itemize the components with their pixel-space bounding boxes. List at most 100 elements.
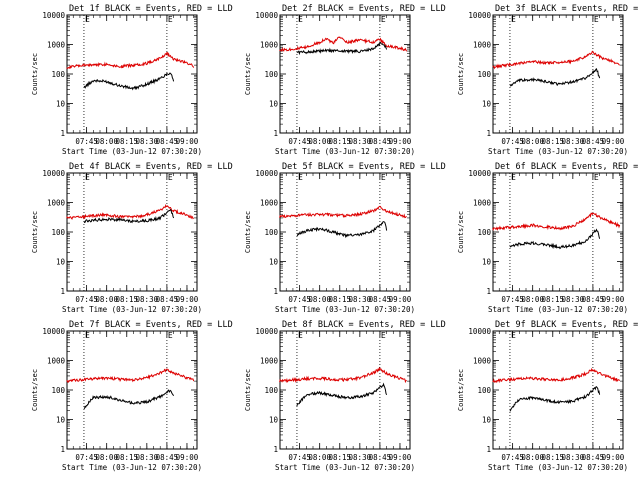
y-tick-label: 10000 [468,11,491,20]
time-marker-label: E [381,331,386,340]
x-tick-label: 09:00 [602,453,625,462]
plot-frame [66,172,198,292]
x-tick-label: 07:45 [288,453,311,462]
x-tick-label: 08:15 [541,295,564,304]
x-tick-label: 08:00 [521,453,544,462]
time-marker-label: E [381,15,386,24]
x-tick-label: 08:45 [582,295,605,304]
y-axis-label: Counts/sec [244,369,252,411]
series-line-events [509,68,601,87]
y-tick-label: 10000 [42,169,65,178]
time-marker-label: E [298,15,303,24]
x-tick-label: 08:15 [328,295,351,304]
y-axis-label: Counts/sec [31,53,39,95]
x-tick-label: 07:45 [75,295,98,304]
panel-title: Det 5f BLACK = Events, RED = LLD [282,162,446,172]
plot-frame [279,172,411,292]
panel-title: Det 1f BLACK = Events, RED = LLD [69,4,233,14]
panel-det-7f: Det 7f BLACK = Events, RED = LLD 1 10 100 10… [31,320,233,472]
time-marker-label: E [594,15,599,24]
y-axis-label: Counts/sec [31,369,39,411]
y-tick-label: 100 [51,386,65,395]
x-tick-label: 09:00 [176,295,199,304]
y-tick-label: 100 [477,228,491,237]
y-tick-label: 1 [60,287,65,296]
panel-title: Det 7f BLACK = Events, RED = LLD [69,320,233,330]
x-tick-label: 08:45 [369,453,392,462]
x-axis-label: Start Time (03-Jun-12 07:30:20) [488,305,628,314]
plot-frame [492,330,624,450]
time-marker-label: E [298,331,303,340]
panel-det-6f: Det 6f BLACK = Events, RED = LLD 1 10 100 10… [457,162,640,314]
y-tick-label: 1000 [47,357,66,366]
y-tick-label: 1000 [47,41,66,50]
series-line-events [296,221,388,239]
time-marker-label: E [168,15,173,24]
series-line-events [296,41,388,56]
x-tick-label: 09:00 [389,137,412,146]
y-tick-label: 10000 [468,327,491,336]
x-tick-label: 08:45 [369,295,392,304]
time-marker-label: E [594,331,599,340]
series-line-lld [279,36,408,52]
x-tick-label: 08:30 [562,295,585,304]
y-tick-label: 100 [264,70,278,79]
y-tick-label: 100 [51,228,65,237]
panel-det-9f: Det 9f BLACK = Events, RED = LLD 1 10 100 10… [457,320,640,472]
time-marker-label: E [85,173,90,182]
panel-title: Det 8f BLACK = Events, RED = LLD [282,320,446,330]
x-tick-label: 08:15 [115,295,138,304]
series-line-lld [279,205,407,219]
time-marker-label: E [594,173,599,182]
x-tick-label: 07:45 [501,453,524,462]
x-tick-label: 08:00 [95,137,118,146]
x-tick-label: 08:45 [582,137,605,146]
x-tick-label: 08:30 [349,137,372,146]
x-axis-label: Start Time (03-Jun-12 07:30:20) [275,463,415,472]
x-tick-label: 07:45 [75,137,98,146]
time-marker-label: E [511,15,516,24]
panel-det-3f: Det 3f BLACK = Events, RED = LLD 1 10 100 10… [457,4,640,156]
plot-frame [279,14,411,134]
y-tick-label: 10 [56,416,66,425]
x-tick-label: 07:45 [75,453,98,462]
x-tick-label: 08:45 [156,137,179,146]
y-tick-label: 10000 [255,11,278,20]
y-tick-label: 1000 [260,357,279,366]
y-tick-label: 10 [482,416,492,425]
y-tick-label: 10 [482,258,492,267]
panel-title: Det 2f BLACK = Events, RED = LLD [282,4,446,14]
panel-title: Det 6f BLACK = Events, RED = LLD [495,162,640,172]
series-line-lld [492,367,621,384]
y-tick-label: 10 [269,416,279,425]
y-tick-label: 100 [477,386,491,395]
x-tick-label: 08:15 [115,453,138,462]
series-line-lld [492,50,621,70]
y-axis-label: Counts/sec [457,53,465,95]
time-marker-label: E [85,15,90,24]
x-tick-label: 08:00 [308,295,331,304]
y-axis-label: Counts/sec [31,211,39,253]
y-tick-label: 1 [273,445,278,454]
y-tick-label: 10000 [42,327,65,336]
series-line-events [509,386,601,412]
y-axis-label: Counts/sec [244,53,252,95]
x-axis-label: Start Time (03-Jun-12 07:30:20) [488,463,628,472]
time-marker-label: E [511,331,516,340]
panel-det-4f: Det 4f BLACK = Events, RED = LLD 1 10 100 10… [31,162,233,314]
plot-frame [492,172,624,292]
x-axis-label: Start Time (03-Jun-12 07:30:20) [62,305,202,314]
time-marker-label: E [168,331,173,340]
x-tick-label: 08:30 [349,453,372,462]
x-tick-label: 08:30 [136,453,159,462]
y-tick-label: 10000 [42,11,65,20]
panel-det-2f: Det 2f BLACK = Events, RED = LLD 1 10 100 10… [244,4,446,156]
x-tick-label: 08:00 [521,137,544,146]
y-tick-label: 1 [486,287,491,296]
y-tick-label: 10 [482,100,492,109]
panel-det-5f: Det 5f BLACK = Events, RED = LLD 1 10 100 10… [244,162,446,314]
time-marker-label: E [381,173,386,182]
x-tick-label: 09:00 [176,137,199,146]
x-tick-label: 07:45 [288,137,311,146]
y-tick-label: 100 [264,386,278,395]
